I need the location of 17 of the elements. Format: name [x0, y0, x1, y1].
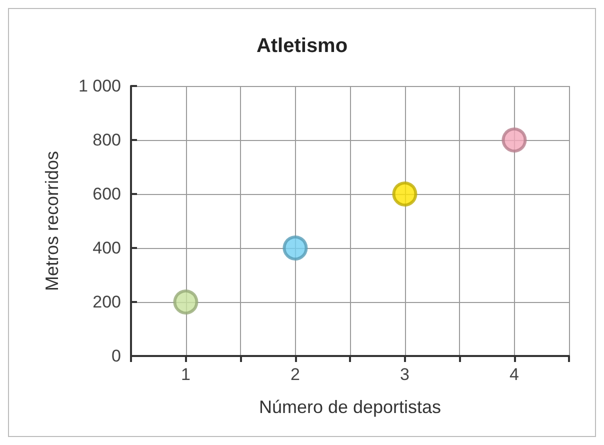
- point: [173, 290, 198, 314]
- point: [502, 128, 527, 152]
- x-axis-title: Número de deportistas: [258, 397, 442, 417]
- x-tick-label: 1: [181, 365, 190, 384]
- x-tick-label: 4: [510, 365, 519, 384]
- y-tick-label: 1 000: [78, 76, 121, 96]
- y-tick-label: 400: [92, 238, 121, 258]
- x-tick-label: 3: [400, 365, 410, 384]
- y-tick-label: 800: [92, 130, 121, 150]
- y-tick-label: 200: [92, 292, 121, 312]
- y-tick-label: 600: [92, 184, 121, 204]
- x-tick-label: 2: [290, 365, 300, 384]
- y-axis-title: Metros recorridos: [42, 150, 62, 292]
- y-tick-label: 0: [112, 346, 121, 366]
- point: [282, 236, 308, 260]
- point: [392, 182, 418, 206]
- chart-title: Atletismo: [256, 35, 348, 57]
